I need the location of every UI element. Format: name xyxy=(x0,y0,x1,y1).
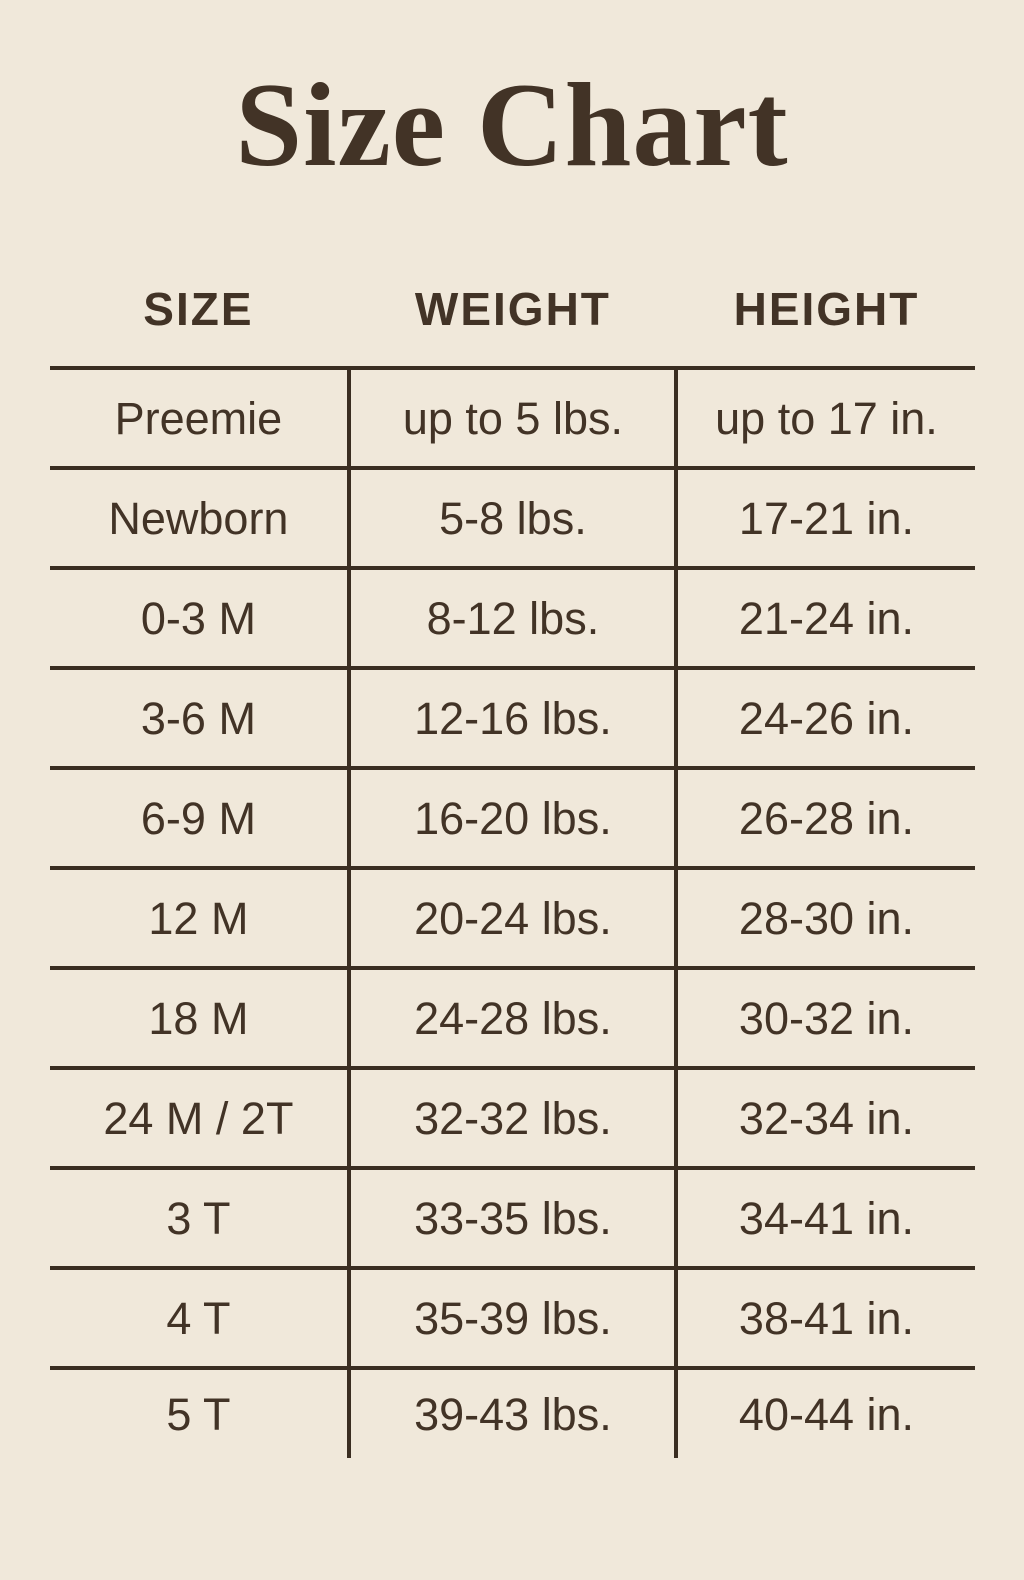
table-row: Newborn 5-8 lbs. 17-21 in. xyxy=(49,470,975,570)
height-cell: 17-21 in. xyxy=(738,492,915,544)
table-header-row: SIZE WEIGHT HEIGHT xyxy=(50,286,975,366)
weight-cell: 24-28 lbs. xyxy=(347,970,679,1066)
column-header-size: SIZE xyxy=(143,283,254,335)
height-cell: up to 17 in. xyxy=(715,392,938,444)
page-title: Size Chart xyxy=(235,58,789,191)
table-row: 12 M 20-24 lbs. 28-30 in. xyxy=(49,870,975,970)
weight-cell: 20-24 lbs. xyxy=(347,870,679,966)
table-row: 3 T 33-35 lbs. 34-41 in. xyxy=(49,1170,975,1270)
height-cell: 26-28 in. xyxy=(738,792,915,844)
weight-cell: up to 5 lbs. xyxy=(347,370,679,466)
weight-cell: 12-16 lbs. xyxy=(347,670,679,766)
table-row: 24 M / 2T 32-32 lbs. 32-34 in. xyxy=(49,1070,975,1170)
table-row: 6-9 M 16-20 lbs. 26-28 in. xyxy=(49,770,975,870)
weight-cell: 39-43 lbs. xyxy=(347,1370,679,1458)
table-row: Preemie up to 5 lbs. up to 17 in. xyxy=(49,370,975,470)
size-cell: Newborn xyxy=(108,492,289,544)
weight-cell: 33-35 lbs. xyxy=(347,1170,679,1266)
weight-cell: 5-8 lbs. xyxy=(347,470,679,566)
size-cell: 12 M xyxy=(148,892,249,944)
column-header-weight: WEIGHT xyxy=(414,283,611,335)
height-cell: 38-41 in. xyxy=(738,1292,915,1344)
size-table-body: Preemie up to 5 lbs. up to 17 in. Newborn 5-… xyxy=(49,366,975,1458)
size-cell: 24 M / 2T xyxy=(103,1092,294,1144)
height-cell: 21-24 in. xyxy=(738,592,915,644)
size-cell: 6-9 M xyxy=(140,792,256,844)
size-cell: Preemie xyxy=(114,392,283,444)
size-cell: 5 T xyxy=(166,1388,231,1440)
weight-cell: 35-39 lbs. xyxy=(347,1270,679,1366)
table-row: 5 T 39-43 lbs. 40-44 in. xyxy=(50,1370,975,1458)
table-row: 3-6 M 12-16 lbs. 24-26 in. xyxy=(49,670,975,770)
height-cell: 40-44 in. xyxy=(738,1388,915,1440)
size-chart-page: Size Chart SIZE WEIGHT HEIGHT Preemie up … xyxy=(0,44,1024,1580)
height-cell: 34-41 in. xyxy=(738,1192,915,1244)
weight-cell: 8-12 lbs. xyxy=(347,570,679,666)
size-cell: 4 T xyxy=(166,1292,231,1344)
size-cell: 3 T xyxy=(166,1192,231,1244)
weight-cell: 16-20 lbs. xyxy=(347,770,679,866)
table-row: 18 M 24-28 lbs. 30-32 in. xyxy=(49,970,975,1070)
size-cell: 18 M xyxy=(148,992,249,1044)
size-cell: 0-3 M xyxy=(140,592,256,644)
column-header-height: HEIGHT xyxy=(733,283,920,335)
height-cell: 32-34 in. xyxy=(738,1092,915,1144)
weight-cell: 32-32 lbs. xyxy=(347,1070,679,1166)
table-row: 4 T 35-39 lbs. 38-41 in. xyxy=(49,1270,975,1370)
height-cell: 24-26 in. xyxy=(738,692,915,744)
table-row: 0-3 M 8-12 lbs. 21-24 in. xyxy=(49,570,975,670)
size-cell: 3-6 M xyxy=(140,692,256,744)
height-cell: 30-32 in. xyxy=(738,992,915,1044)
height-cell: 28-30 in. xyxy=(738,892,915,944)
